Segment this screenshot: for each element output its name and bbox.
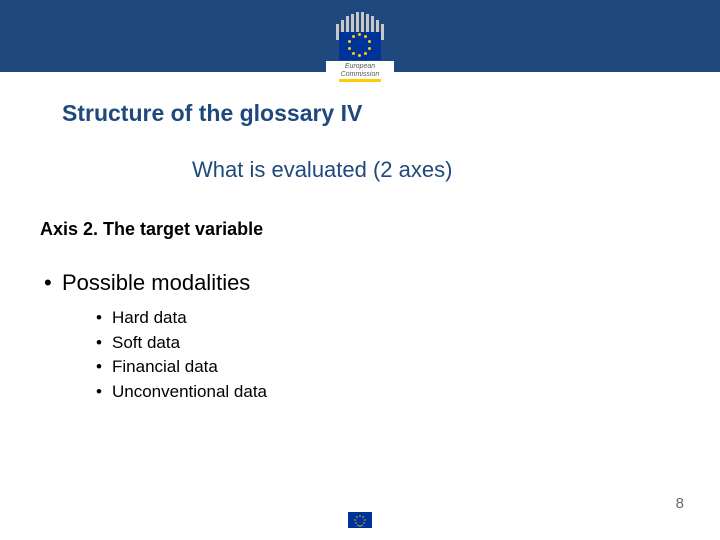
slide-content: Structure of the glossary IV What is eva… — [0, 100, 720, 405]
slide-subtitle: What is evaluated (2 axes) — [192, 157, 680, 183]
ec-logo: European Commission — [326, 6, 394, 85]
ec-logo-text: European Commission — [326, 61, 394, 85]
list-item: •Hard data — [96, 306, 680, 331]
bullet-dot-icon: • — [96, 380, 112, 405]
list-item: •Unconventional data — [96, 380, 680, 405]
header-bar: European Commission — [0, 0, 720, 72]
sub-bullet-text: Hard data — [112, 308, 187, 327]
bullet-dot-icon: • — [96, 355, 112, 380]
bullet-dot-icon: • — [44, 270, 62, 296]
ec-logo-line1: European — [328, 63, 392, 71]
eu-flag-icon — [339, 32, 381, 60]
footer-eu-flag-icon — [348, 512, 372, 528]
sub-bullet-text: Financial data — [112, 357, 218, 376]
ec-logo-underline — [339, 79, 381, 82]
page-number: 8 — [676, 495, 684, 512]
slide-title: Structure of the glossary IV — [62, 100, 680, 127]
sub-bullet-text: Unconventional data — [112, 382, 267, 401]
sub-bullet-text: Soft data — [112, 333, 180, 352]
ec-logo-line2: Commission — [328, 71, 392, 79]
axis-heading: Axis 2. The target variable — [40, 219, 680, 240]
bullet-main-text: Possible modalities — [62, 270, 250, 295]
bullet-dot-icon: • — [96, 306, 112, 331]
bullet-main: •Possible modalities — [44, 270, 680, 296]
list-item: •Soft data — [96, 331, 680, 356]
list-item: •Financial data — [96, 355, 680, 380]
sub-bullet-list: •Hard data •Soft data •Financial data •U… — [96, 306, 680, 405]
bullet-dot-icon: • — [96, 331, 112, 356]
